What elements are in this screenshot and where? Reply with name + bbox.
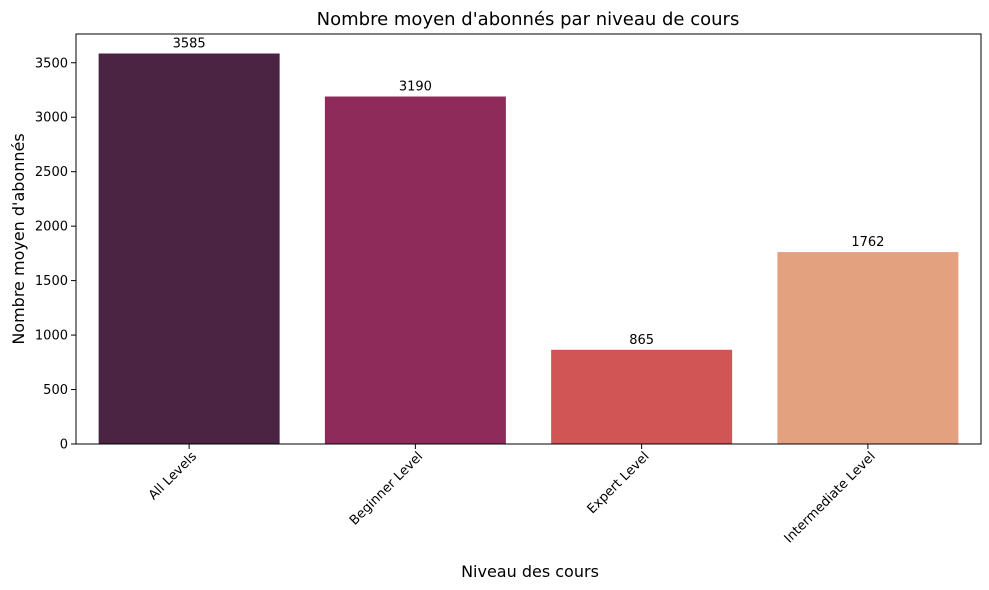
x-tick-label: Beginner Level (347, 449, 426, 528)
x-tick-label: Expert Level (585, 449, 653, 517)
x-tick-label: Intermediate Level (782, 449, 879, 546)
y-tick-label: 3500 (35, 56, 68, 71)
y-tick-label: 1000 (35, 329, 68, 344)
data-label: 3585 (173, 36, 206, 51)
chart-title: Nombre moyen d'abonnés par niveau de cou… (317, 9, 740, 30)
y-tick-label: 0 (60, 438, 68, 453)
data-label: 865 (629, 333, 654, 348)
y-tick-label: 500 (43, 383, 68, 398)
plot-area: 0 500 1000 1500 2000 2500 3000 3500 All Levels Be… (35, 33, 982, 546)
x-axis-label: Niveau des cours (461, 562, 599, 581)
y-tick-label: 3000 (35, 111, 68, 126)
y-tick-label: 2000 (35, 220, 68, 235)
y-tick-label: 2500 (35, 165, 68, 180)
data-label: 1762 (851, 235, 884, 250)
y-axis-label: Nombre moyen d'abonnés (9, 133, 28, 344)
bar-beginner-level (324, 96, 506, 445)
bar-intermediate-level (777, 252, 959, 444)
y-tick-label: 1500 (35, 274, 68, 289)
data-label: 3190 (399, 80, 432, 95)
plot-frame (75, 33, 982, 445)
bar-expert-level (551, 349, 733, 444)
bar-all-levels (98, 53, 280, 444)
x-tick-label: All Levels (146, 449, 200, 503)
